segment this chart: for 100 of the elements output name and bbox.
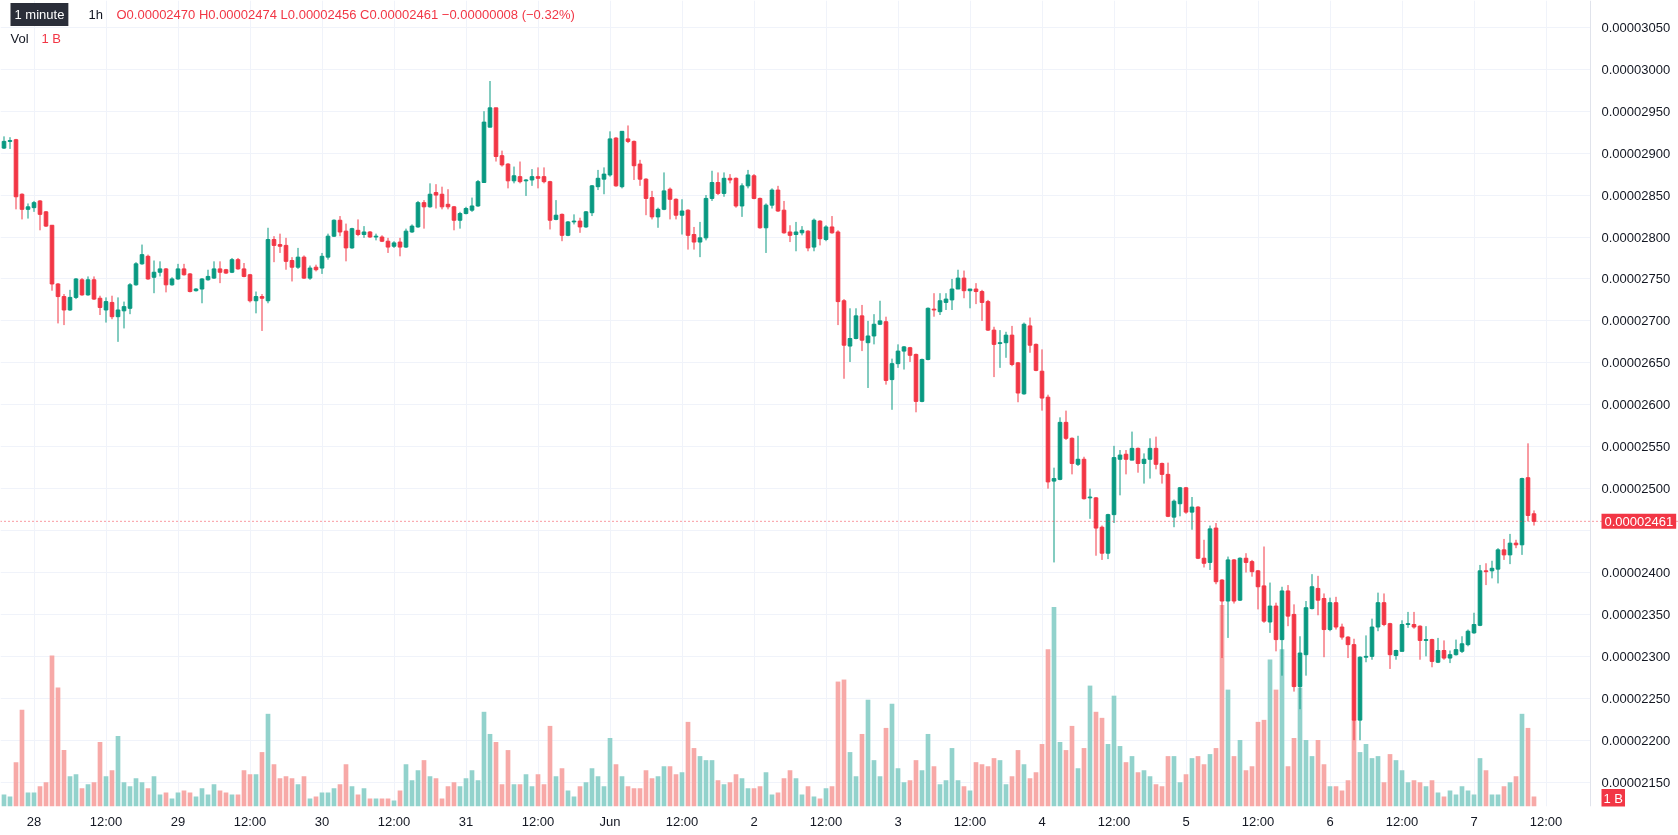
candlestick: [829, 215, 835, 235]
ref-line-label: 0.00002461: [1604, 513, 1674, 529]
candlestick: [871, 313, 877, 345]
candlestick: [1051, 467, 1057, 563]
candlestick: [745, 169, 751, 189]
y-tick-label: 0.00002250: [1601, 690, 1671, 706]
chart-title: Vol: [10, 31, 29, 46]
x-tick-label: Jun: [599, 813, 621, 829]
candlestick: [1513, 539, 1519, 549]
candlestick: [955, 269, 961, 290]
candlestick: [457, 211, 463, 230]
candlestick: [295, 247, 301, 270]
candlestick: [289, 256, 295, 282]
y-tick-label: 0.00003000: [1601, 61, 1671, 77]
y-tick-label: 0.00002500: [1601, 481, 1671, 497]
candlestick: [895, 343, 901, 369]
candlestick: [85, 275, 91, 297]
y-tick-label: 0.00003050: [1601, 19, 1671, 35]
x-tick-label: 12:00: [809, 813, 843, 829]
candlestick: [1267, 582, 1273, 634]
candlestick: [1363, 634, 1369, 663]
x-tick-label: 12:00: [89, 813, 123, 829]
candlestick: [1423, 625, 1429, 657]
x-tick-label: 3: [894, 813, 902, 829]
candlestick: [1117, 449, 1123, 496]
candlestick: [739, 182, 745, 218]
x-tick-label: 7: [1470, 813, 1478, 829]
candlestick: [361, 225, 367, 239]
text: 1 B: [1603, 790, 1624, 806]
text: 1h: [88, 7, 103, 22]
candlestick: [319, 252, 325, 275]
y-tick-label: 0.00002550: [1601, 439, 1671, 455]
y-tick-label: 0.00002750: [1601, 271, 1671, 287]
candlestick: [1405, 611, 1411, 629]
candlestick: [625, 124, 631, 144]
candlestick: [1507, 533, 1513, 565]
annotation: 1 B: [41, 31, 62, 46]
y-tick-label: 0.00002700: [1601, 313, 1671, 329]
candlestick: [25, 202, 31, 220]
y-tick-label: 0.00002600: [1601, 397, 1671, 413]
y-tick-label: 0.00002150: [1601, 774, 1671, 790]
y-tick-label: 0.00002350: [1601, 606, 1671, 622]
candlestick: [931, 292, 937, 318]
candlestick: [691, 226, 697, 251]
candlestick: [451, 205, 457, 231]
candlestick: [469, 197, 475, 213]
candlestick: [775, 185, 781, 213]
candlestick: [73, 277, 79, 300]
candlestick: [61, 293, 67, 326]
x-tick-label: 30: [314, 813, 330, 829]
candlestick: [877, 300, 883, 326]
x-tick-label: 12:00: [521, 813, 555, 829]
candlestick: [343, 223, 349, 262]
candlestick: [385, 237, 391, 254]
candlestick: [523, 178, 529, 197]
candlestick: [943, 292, 949, 311]
candlestick: [1483, 562, 1489, 586]
candlestick: [199, 277, 205, 304]
candlestick: [727, 173, 733, 184]
y-tick-label: 0.00002200: [1601, 732, 1671, 748]
candlestick: [679, 198, 685, 235]
candlestick: [67, 289, 73, 312]
candlestick: [1441, 639, 1447, 661]
candlestick: [847, 307, 853, 363]
candlestick: [1501, 538, 1507, 561]
candlestick: [949, 278, 955, 311]
candlestick: [1345, 635, 1351, 659]
candlestick: [7, 136, 13, 150]
x-tick-label: 12:00: [1241, 813, 1275, 829]
x-tick-label: 12:00: [233, 813, 267, 829]
y-tick-label: 0.00002800: [1601, 229, 1671, 245]
y-tick-label: 0.00002650: [1601, 355, 1671, 371]
candlestick: [535, 166, 541, 189]
candlestick: [649, 190, 655, 220]
x-tick-label: 29: [170, 813, 186, 829]
candlestick: [1003, 331, 1009, 359]
candlestick: [997, 329, 1003, 369]
x-tick-label: 6: [1326, 813, 1334, 829]
y-tick-label: 0.00002900: [1601, 145, 1671, 161]
candlestick: [529, 168, 535, 187]
candlestick: [277, 233, 283, 254]
candlestick: [301, 254, 307, 280]
candlestick: [403, 228, 409, 249]
candlestick: [1435, 637, 1441, 664]
candlestick: [1495, 547, 1501, 584]
candlestick: [901, 345, 907, 371]
candlestick: [571, 213, 577, 225]
candlestick: [259, 293, 265, 332]
candlestick: [1087, 488, 1093, 520]
x-tick-label: 12:00: [1097, 813, 1131, 829]
candlestick: [373, 233, 379, 241]
candlestick: [697, 221, 703, 258]
candlestick: [967, 288, 973, 309]
candlestick: [655, 207, 661, 229]
candlestick: [1447, 650, 1453, 664]
candlestick: [1129, 431, 1135, 461]
y-tick-label: 0.00002950: [1601, 103, 1671, 119]
candlestick: [1411, 611, 1417, 630]
x-tick-label: 12:00: [377, 813, 411, 829]
candlestick: [157, 260, 163, 277]
